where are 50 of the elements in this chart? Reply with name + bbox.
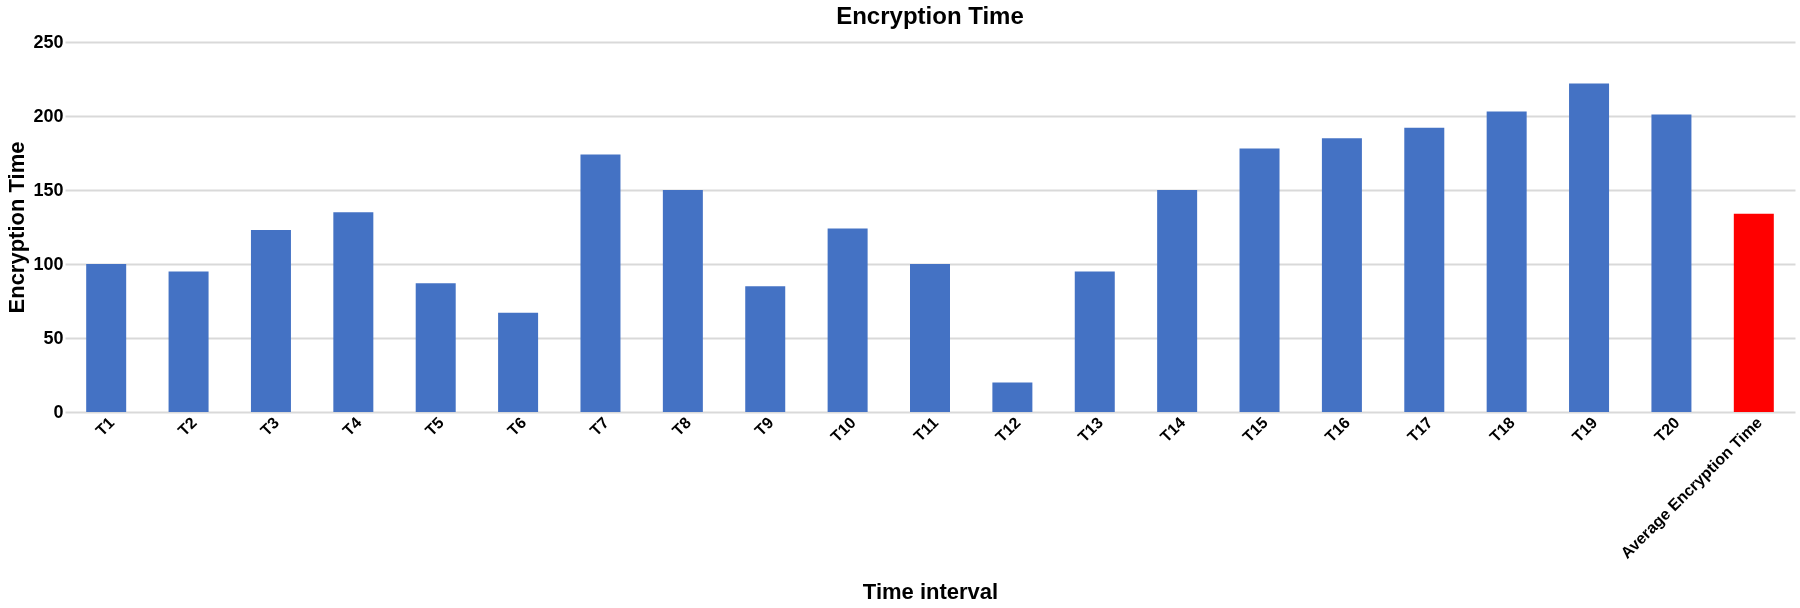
x-tick-label: T13 <box>1074 413 1107 446</box>
bar <box>1074 271 1115 412</box>
bar <box>1486 111 1527 412</box>
y-tick-label: 250 <box>33 31 64 52</box>
bar <box>1157 190 1198 412</box>
bar <box>745 286 786 412</box>
bar <box>1321 138 1362 412</box>
x-axis-title: Time interval <box>862 578 999 604</box>
x-tick-label: T1 <box>92 413 118 440</box>
x-tick-label: T20 <box>1651 413 1683 446</box>
bar <box>910 264 950 412</box>
bar <box>498 312 539 412</box>
y-tick-label: 100 <box>33 253 64 274</box>
bar <box>1404 127 1445 412</box>
x-tick-label: T7 <box>586 413 612 440</box>
bar <box>250 229 291 412</box>
bar <box>580 154 621 412</box>
x-tick-label: T15 <box>1239 413 1271 446</box>
chart-title: Encryption Time <box>836 2 1024 29</box>
bar <box>827 228 868 412</box>
bar <box>1239 148 1280 412</box>
bar <box>86 264 127 412</box>
x-tick-label: T18 <box>1486 413 1519 446</box>
y-tick-label: 200 <box>33 105 64 126</box>
x-tick-label: T8 <box>668 413 695 440</box>
x-tick-label: T12 <box>992 413 1024 446</box>
bar <box>662 190 703 412</box>
bar <box>333 212 374 412</box>
bar <box>168 271 209 412</box>
bar <box>1569 83 1610 412</box>
x-tick-label: T16 <box>1321 413 1354 446</box>
x-tick-label: T4 <box>339 413 365 440</box>
x-tick-label: T17 <box>1404 413 1436 446</box>
x-tick-label: T11 <box>910 413 942 445</box>
y-tick-label: 0 <box>53 401 64 422</box>
bar <box>1733 213 1774 412</box>
x-tick-label: T9 <box>751 413 777 440</box>
bar <box>1651 114 1692 412</box>
x-tick-label: T19 <box>1568 413 1601 446</box>
x-tick-label: T2 <box>174 413 200 440</box>
x-tick-label: T3 <box>257 413 283 440</box>
x-tick-label: T10 <box>827 413 859 446</box>
y-tick-label: 50 <box>43 327 64 348</box>
y-tick-label: 150 <box>33 179 64 200</box>
bar <box>415 283 456 412</box>
x-tick-label: T14 <box>1156 413 1189 446</box>
x-tick-label: T5 <box>421 413 448 440</box>
x-tick-label: T6 <box>504 413 530 440</box>
y-axis-title: Encryption Time <box>4 141 30 314</box>
bar <box>992 382 1033 412</box>
